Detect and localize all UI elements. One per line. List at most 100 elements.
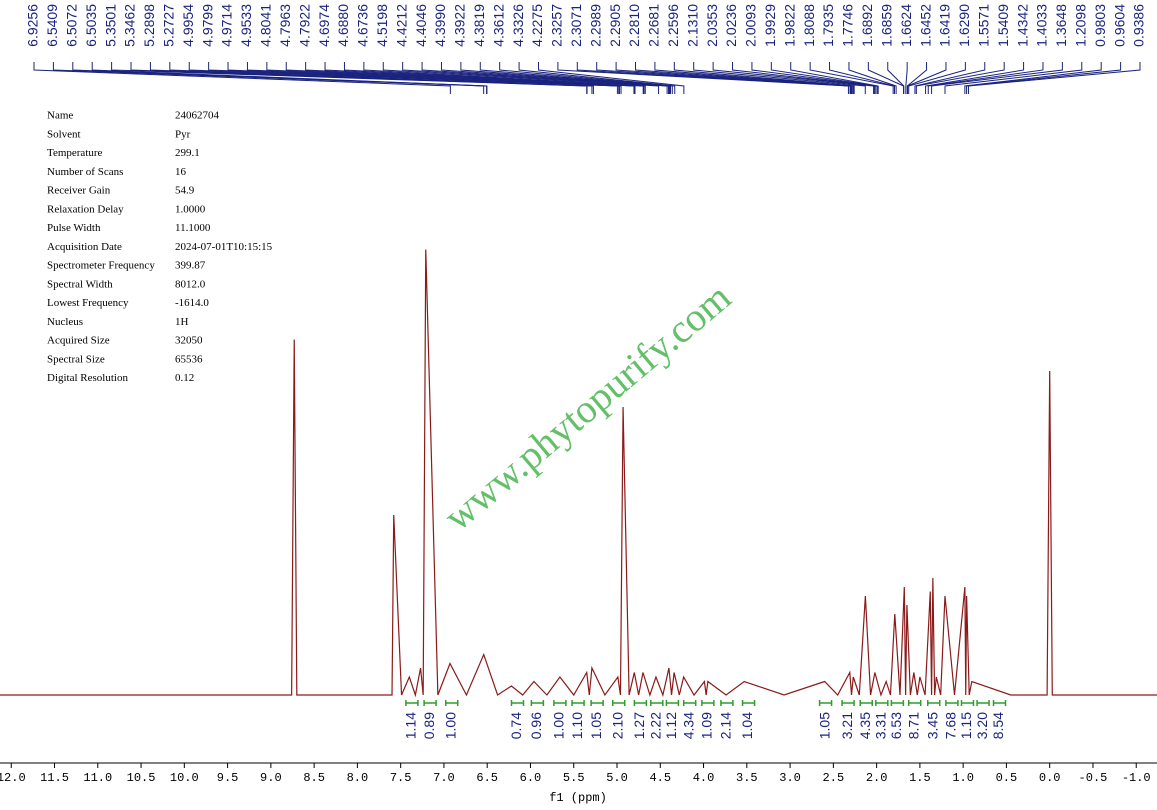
- integral-label: 4.35: [857, 712, 873, 739]
- x-tick-label: 4.0: [693, 771, 715, 785]
- integral-bracket: [530, 700, 545, 706]
- peak-label: 4.7963: [277, 4, 293, 47]
- integral-bracket: [907, 700, 922, 706]
- integral-bracket: [444, 700, 459, 706]
- peak-label: 4.9799: [199, 4, 215, 47]
- peak-connector: [914, 62, 986, 94]
- peak-connector: [615, 62, 852, 94]
- integral-bracket: [701, 700, 715, 706]
- peak-label: 1.2098: [1072, 4, 1088, 47]
- x-axis-label: f1 (ppm): [549, 791, 607, 805]
- peak-label: 1.4033: [1034, 4, 1050, 47]
- peak-connector: [479, 62, 671, 94]
- peak-connector: [915, 62, 1005, 94]
- peak-connector: [33, 62, 451, 94]
- integral-bracket: [926, 700, 941, 706]
- integral-bracket: [590, 700, 604, 706]
- param-name: Acquisition Date: [47, 241, 122, 253]
- integral-label: 1.05: [816, 712, 832, 739]
- integral-label: 1.00: [442, 712, 458, 739]
- integral-label: 7.68: [943, 712, 959, 739]
- integral-label: 2.22: [648, 712, 664, 739]
- peak-connector: [829, 62, 895, 94]
- param-value: 54.9: [175, 185, 195, 197]
- peak-connector: [499, 62, 673, 94]
- peak-label: 1.9929: [762, 4, 778, 47]
- integral-label: 3.21: [839, 712, 855, 739]
- param-name: Digital Resolution: [47, 372, 128, 384]
- peak-label: 2.2989: [587, 4, 603, 47]
- x-tick-label: 5.5: [563, 771, 585, 785]
- integral-label: 1.12: [663, 712, 679, 739]
- integral-label: 3.31: [873, 712, 889, 739]
- param-value: 399.87: [175, 260, 206, 272]
- x-tick-label: 4.5: [649, 771, 671, 785]
- peak-connector: [907, 62, 947, 94]
- x-tick-label: 3.5: [736, 771, 758, 785]
- x-tick-label: 6.0: [520, 771, 542, 785]
- peak-connector: [908, 62, 966, 94]
- peak-connector: [925, 62, 1025, 94]
- peak-label: 5.2898: [141, 4, 157, 47]
- peak-connector: [576, 62, 851, 94]
- param-name: Spectral Width: [47, 278, 113, 290]
- x-tick-label: 9.5: [217, 771, 239, 785]
- peak-label: 4.3612: [490, 4, 506, 47]
- peak-label: 1.7746: [840, 4, 856, 47]
- integral-bracket: [992, 700, 1007, 706]
- spectrum-line: [0, 249, 1157, 698]
- param-value: 8012.0: [175, 278, 206, 290]
- peak-label: 1.5409: [995, 4, 1011, 47]
- integral-bracket: [611, 700, 626, 706]
- integral-bracket: [665, 700, 680, 706]
- peak-connector: [770, 62, 878, 94]
- peak-connector: [557, 62, 849, 94]
- peak-label: 4.8041: [258, 4, 274, 47]
- x-tick-label: 6.5: [476, 771, 498, 785]
- param-name: Temperature: [47, 147, 103, 159]
- peak-connector: [91, 62, 488, 94]
- integral-bracket: [818, 700, 833, 706]
- integral-label: 0.89: [421, 712, 437, 739]
- peak-label: 2.2905: [607, 4, 623, 47]
- peak-connector: [305, 62, 636, 94]
- peak-connector: [905, 62, 908, 94]
- integral-label: 8.71: [905, 712, 921, 739]
- peak-connector: [848, 62, 897, 94]
- peak-connector: [790, 62, 879, 94]
- param-value: 1H: [175, 316, 189, 328]
- x-tick-label: 2.0: [866, 771, 888, 785]
- peak-label: 4.3990: [432, 4, 448, 47]
- integral-label: 0.96: [528, 712, 544, 739]
- peak-label: 0.9604: [1111, 4, 1127, 47]
- x-tick-label: 8.5: [303, 771, 325, 785]
- peak-connector: [596, 62, 852, 94]
- peak-label: 1.6859: [878, 4, 894, 47]
- peak-label: 1.8088: [801, 4, 817, 47]
- peak-connector: [944, 62, 1083, 94]
- peak-label: 2.3071: [568, 4, 584, 47]
- param-value: 16: [175, 166, 187, 178]
- integral-label: 3.45: [924, 712, 940, 739]
- integral-label: 1.09: [699, 712, 715, 739]
- integral-label: 1.15: [958, 712, 974, 739]
- peak-connector: [964, 62, 1102, 94]
- peak-connector: [693, 62, 866, 94]
- param-name: Spectral Size: [47, 353, 105, 365]
- peak-connector: [343, 62, 645, 94]
- peak-connector: [635, 62, 853, 94]
- peak-label: 4.2275: [529, 4, 545, 47]
- integral-label: 1.27: [631, 712, 647, 739]
- peak-label: 2.3257: [549, 4, 565, 47]
- integral-bracket: [720, 700, 734, 706]
- x-tick-label: 3.0: [779, 771, 801, 785]
- integral-bracket: [682, 700, 697, 706]
- peak-label: 1.7935: [820, 4, 836, 47]
- integral-label: 2.14: [718, 712, 734, 739]
- param-value: Pyr: [175, 128, 191, 140]
- integral-bracket: [405, 700, 419, 706]
- peak-label: 1.4342: [1014, 4, 1030, 47]
- peak-connector: [887, 62, 905, 94]
- integral-label: 0.74: [508, 712, 524, 739]
